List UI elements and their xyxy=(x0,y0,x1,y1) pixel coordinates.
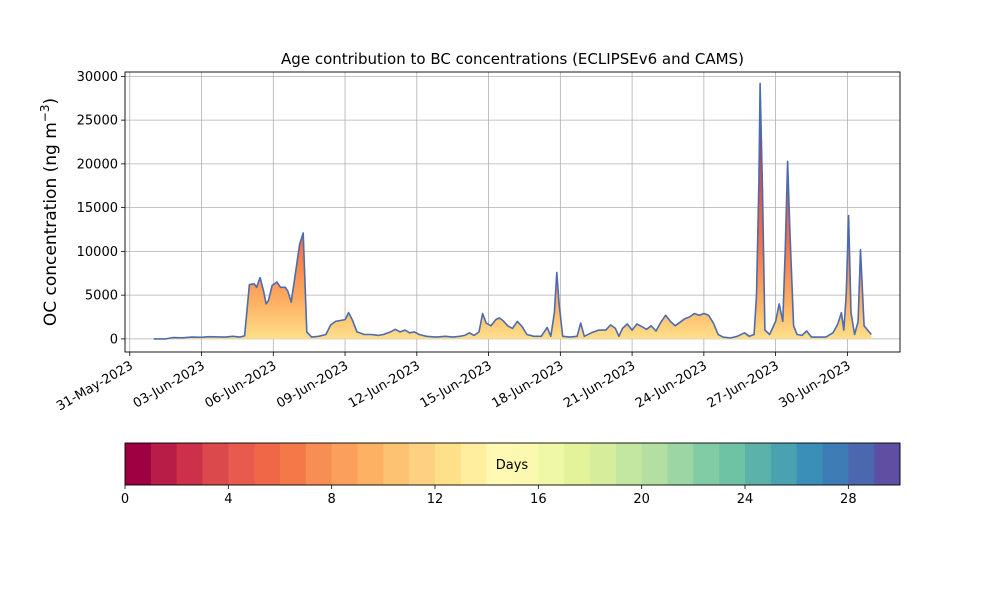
colorbar-swatch xyxy=(564,443,591,485)
y-tick-label: 5000 xyxy=(85,289,118,304)
colorbar-tick-label: 28 xyxy=(840,492,857,507)
grid xyxy=(125,72,900,352)
colorbar-swatch xyxy=(822,443,849,485)
colorbar-swatch xyxy=(305,443,333,485)
y-tick-label: 15000 xyxy=(77,201,118,216)
chart-title: Age contribution to BC concentrations (E… xyxy=(281,50,744,68)
colorbar-tick-label: 4 xyxy=(224,492,232,507)
colorbar-swatch xyxy=(202,443,229,485)
y-tick-label: 20000 xyxy=(77,157,118,172)
x-axis: 31-May-202303-Jun-202306-Jun-202309-Jun-… xyxy=(54,352,853,414)
x-tick-label: 27-Jun-2023 xyxy=(705,358,782,411)
colorbar-swatch xyxy=(667,443,694,485)
y-tick-label: 10000 xyxy=(77,245,118,260)
colorbar-swatch xyxy=(228,443,255,485)
colorbar-swatch xyxy=(590,443,617,485)
colorbar-swatch xyxy=(538,443,565,485)
colorbar-swatch xyxy=(331,443,358,485)
colorbar-frame xyxy=(124,442,901,486)
colorbar-swatch xyxy=(383,443,410,485)
colorbar-swatch xyxy=(693,443,720,485)
colorbar-tick-label: 20 xyxy=(633,492,650,507)
y-tick-label: 25000 xyxy=(77,114,118,129)
colorbar-swatch xyxy=(615,443,643,485)
colorbar: 0 4 8 12 16 20 24 28 xyxy=(121,443,901,507)
y-tick-label: 0 xyxy=(110,332,118,347)
y-axis-label: OC concentration (ng m−3) xyxy=(38,98,61,326)
colorbar-swatch xyxy=(409,443,436,485)
total-concentration-line xyxy=(153,82,872,340)
colorbar-swatch xyxy=(719,443,746,485)
colorbar-swatch xyxy=(486,443,513,485)
y-axis: 0 5000 10000 15000 20000 25000 30000 xyxy=(77,70,125,347)
y-tick-label: 30000 xyxy=(77,70,118,85)
colorbar-tick-label: 8 xyxy=(328,492,336,507)
colorbar-tick-label: 0 xyxy=(121,492,129,507)
colorbar-swatch xyxy=(848,443,875,485)
x-tick-label: 31-May-2023 xyxy=(54,358,136,414)
colorbar-tick-label: 16 xyxy=(530,492,547,507)
colorbar-swatch xyxy=(460,443,488,485)
x-tick-label: 15-Jun-2023 xyxy=(418,358,495,411)
x-tick-label: 03-Jun-2023 xyxy=(131,358,208,411)
colorbar-swatch xyxy=(176,443,203,485)
colorbar-swatch xyxy=(745,443,772,485)
colorbar-label: Days xyxy=(496,458,529,473)
colorbar-swatch xyxy=(512,443,539,485)
colorbar-tick-label: 24 xyxy=(737,492,754,507)
x-tick-label: 24-Jun-2023 xyxy=(633,358,710,411)
x-tick-label: 12-Jun-2023 xyxy=(346,358,423,411)
colorbar-swatch xyxy=(254,443,281,485)
x-tick-label: 21-Jun-2023 xyxy=(561,358,638,411)
colorbar-tick-label: 12 xyxy=(427,492,444,507)
colorbar-swatch xyxy=(150,443,178,485)
x-tick-label: 18-Jun-2023 xyxy=(490,358,567,411)
x-tick-label: 06-Jun-2023 xyxy=(202,358,279,411)
colorbar-swatch xyxy=(357,443,384,485)
colorbar-swatch xyxy=(641,443,668,485)
colorbar-swatch xyxy=(435,443,462,485)
colorbar-swatch xyxy=(874,443,901,485)
x-tick-label: 09-Jun-2023 xyxy=(274,358,351,411)
plot-frame xyxy=(124,71,901,353)
colorbar-swatch xyxy=(770,443,798,485)
colorbar-swatch xyxy=(125,443,152,485)
colorbar-swatch xyxy=(796,443,823,485)
x-tick-label: 30-Jun-2023 xyxy=(777,358,854,411)
colorbar-swatch xyxy=(280,443,307,485)
